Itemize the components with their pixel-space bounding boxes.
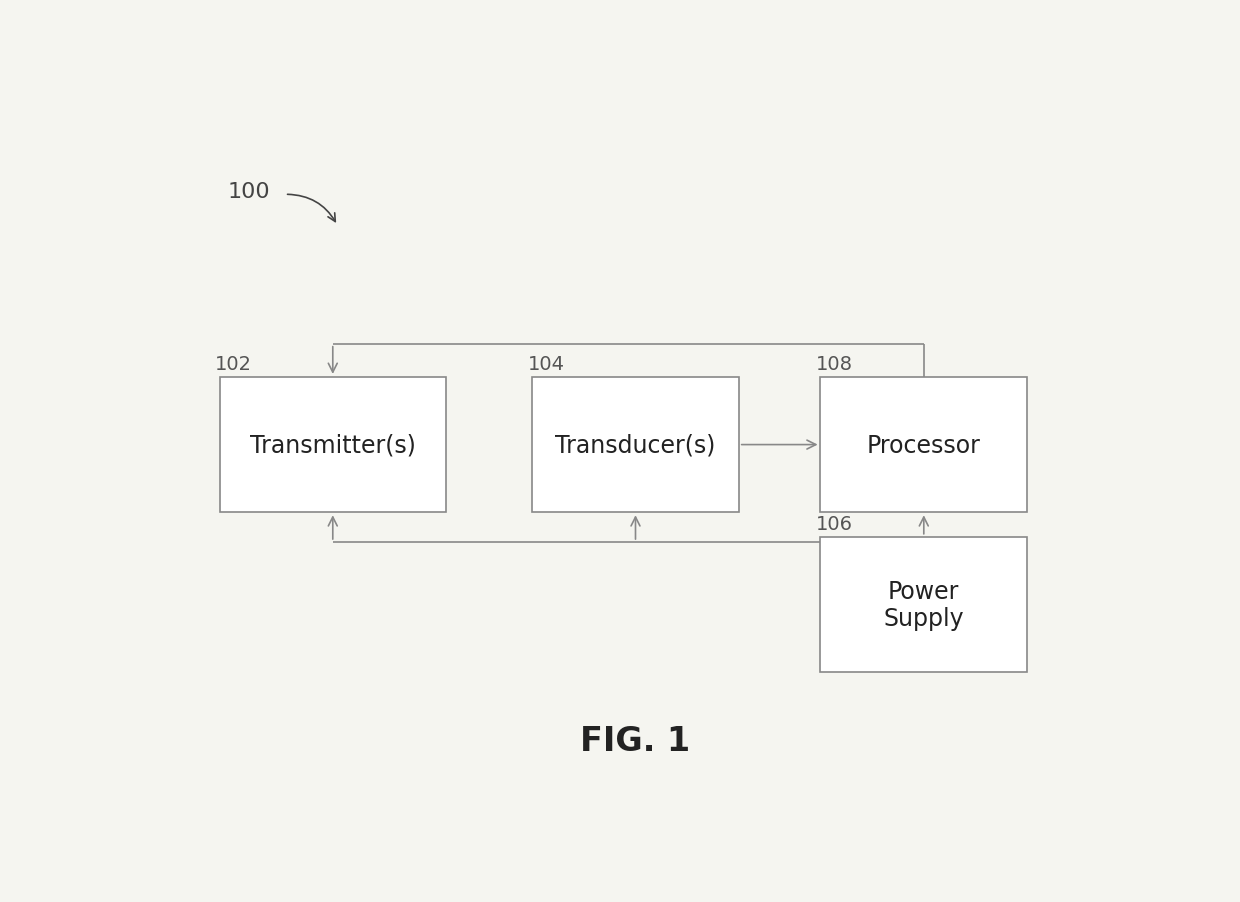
Text: Transducer(s): Transducer(s) (556, 433, 715, 457)
Text: 106: 106 (816, 515, 853, 534)
Text: Processor: Processor (867, 433, 981, 457)
Text: 102: 102 (215, 354, 252, 374)
Text: 108: 108 (816, 354, 853, 374)
Bar (821, 377, 1027, 513)
Bar (821, 537, 1027, 673)
Text: FIG. 1: FIG. 1 (580, 723, 691, 757)
Text: Power
Supply: Power Supply (883, 579, 965, 630)
Bar (532, 377, 739, 513)
Bar (219, 377, 445, 513)
Text: Transmitter(s): Transmitter(s) (249, 433, 415, 457)
Text: 104: 104 (527, 354, 564, 374)
Text: 100: 100 (227, 181, 270, 201)
